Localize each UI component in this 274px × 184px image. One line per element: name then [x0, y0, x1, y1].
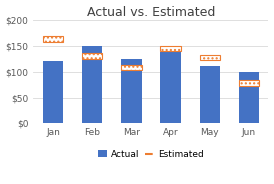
Bar [121, 59, 142, 123]
Bar [43, 61, 63, 123]
Bar [82, 46, 102, 123]
Bar [239, 80, 259, 86]
Bar [43, 36, 63, 42]
Bar [82, 53, 102, 59]
Bar [239, 72, 259, 123]
Title: Actual vs. Estimated: Actual vs. Estimated [87, 6, 215, 19]
Bar [160, 52, 181, 123]
Legend: Actual, Estimated: Actual, Estimated [95, 146, 207, 162]
Bar [160, 46, 181, 51]
Bar [199, 55, 220, 60]
Bar [121, 65, 142, 70]
Bar [199, 66, 220, 123]
